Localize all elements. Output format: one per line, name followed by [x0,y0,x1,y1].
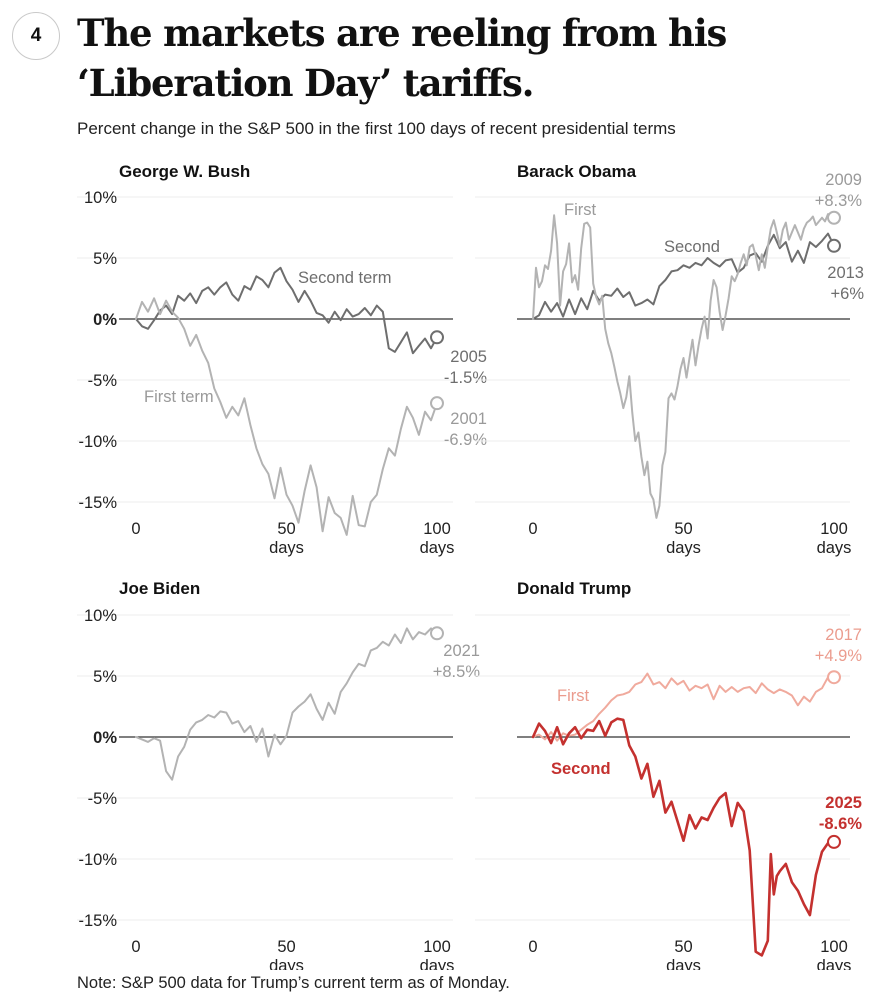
chart-number-badge: 4 [12,12,60,60]
y-tick-label: 5% [93,668,117,686]
x-tick-label: 100 [820,520,848,538]
series-line-first [532,672,835,742]
panel-title: Barack Obama [517,162,637,181]
end-label-year: 2009 [825,171,862,189]
series-line-second [531,717,836,957]
end-label-year: 2021 [443,642,480,660]
series-label: Second term [298,269,392,287]
end-label-year: 2005 [450,348,487,366]
series-label: First [557,687,589,705]
y-tick-label: 5% [93,250,117,268]
end-point-marker [827,670,841,685]
y-tick-label: -10% [78,433,117,451]
x-tick-label: 0 [528,520,537,538]
x-tick-unit: days [666,539,701,557]
y-tick-label: 10% [84,607,117,625]
end-point-marker [827,238,841,253]
series-label: Second [551,760,611,778]
end-label-year: 2001 [450,410,487,428]
x-tick-unit: days [420,957,455,970]
x-tick-label: 50 [674,520,692,538]
y-tick-label: -15% [78,494,117,512]
x-tick-unit: days [269,957,304,970]
panel-title: Donald Trump [517,579,631,598]
x-tick-label: 50 [674,938,692,956]
y-tick-label: 0% [93,729,117,747]
series-line-second [532,232,835,320]
end-point-marker [430,626,444,641]
end-point-marker [827,210,841,225]
series-line-second-term [135,266,438,355]
y-tick-label: -15% [78,912,117,930]
x-tick-label: 100 [820,938,848,956]
series-line-2021 [135,627,438,781]
x-tick-label: 100 [423,938,451,956]
series-line-first-term [135,297,438,536]
end-label-value: +6% [831,285,865,303]
end-label-year: 2013 [827,264,864,282]
panel-title: Joe Biden [119,579,200,598]
footnote: Note: S&P 500 data for Trump’s current t… [77,974,510,992]
x-tick-label: 50 [277,938,295,956]
x-tick-unit: days [817,539,852,557]
chart-number: 4 [30,25,42,46]
end-point-marker [430,396,444,411]
end-point-marker [827,834,841,849]
headline: The markets are reeling from his ‘Libera… [77,11,727,105]
x-tick-label: 0 [528,938,537,956]
end-label-year: 2017 [825,626,862,644]
end-label-value: +8.5% [433,663,481,681]
series-label: First term [144,388,214,406]
subtitle: Percent change in the S&P 500 in the fir… [77,119,676,138]
end-label-value: +4.9% [815,647,863,665]
series-line-first [532,213,835,519]
end-label-year: 2025 [825,794,862,812]
y-tick-label: -5% [88,372,118,390]
end-label-value: -8.6% [819,815,862,833]
x-tick-label: 100 [423,520,451,538]
y-tick-label: 0% [93,311,117,329]
x-tick-label: 0 [131,520,140,538]
y-tick-label: -5% [88,790,118,808]
x-tick-label: 50 [277,520,295,538]
x-tick-unit: days [269,539,304,557]
series-label: First [564,201,596,219]
y-tick-label: 10% [84,189,117,207]
y-tick-label: -10% [78,851,117,869]
x-tick-unit: days [817,957,852,970]
panel-title: George W. Bush [119,162,250,181]
x-tick-label: 0 [131,938,140,956]
x-tick-unit: days [666,957,701,970]
x-tick-unit: days [420,539,455,557]
end-label-value: -6.9% [444,431,487,449]
end-point-marker [430,330,444,345]
end-label-value: -1.5% [444,369,487,387]
series-label: Second [664,238,720,256]
end-label-value: +8.3% [815,192,863,210]
